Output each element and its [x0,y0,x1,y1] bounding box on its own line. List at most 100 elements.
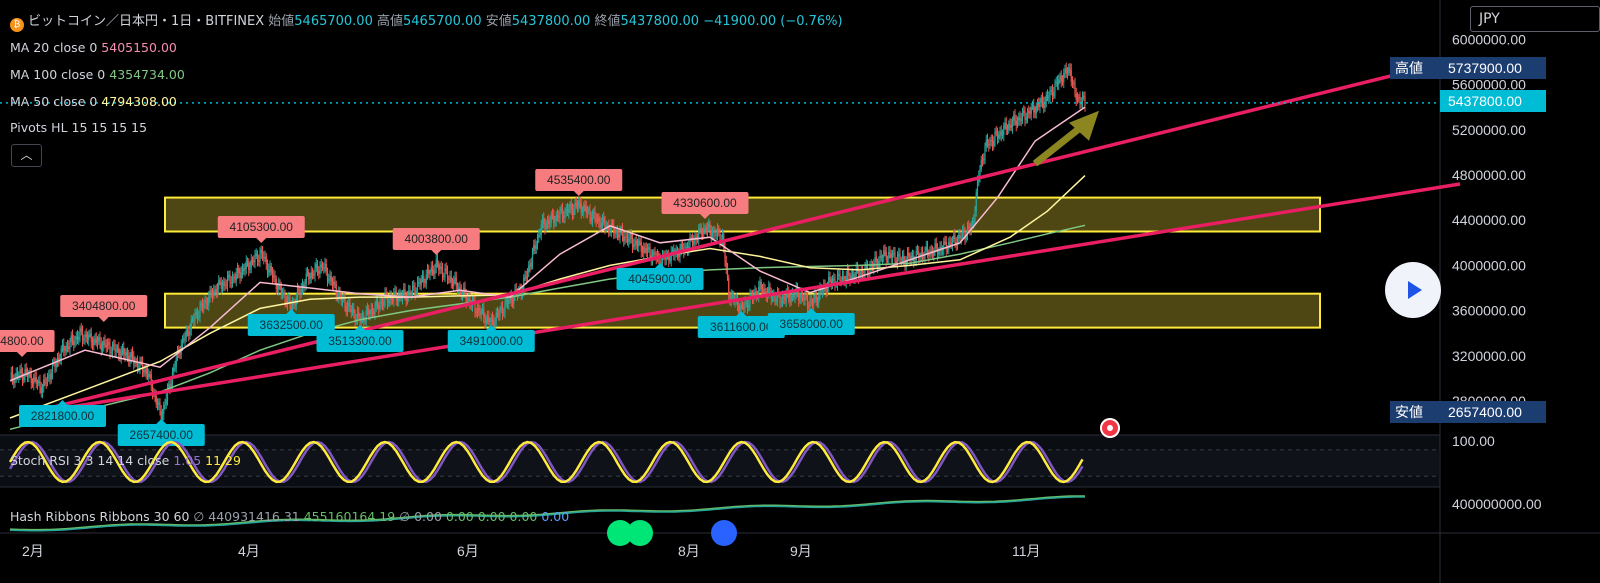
candle-body [830,279,832,284]
candle-body [748,304,750,308]
candle-body [968,226,970,229]
pivot-label-box [767,313,855,335]
candle-body [245,261,247,269]
candle-body [329,275,331,280]
candle-body [825,286,827,292]
price-tag-label-box [1390,401,1440,423]
candle-body [665,255,667,260]
candle-body [215,289,217,294]
candle-body [31,382,34,385]
candle-body [341,299,344,302]
candle-body [45,382,47,384]
candle-body [849,275,851,280]
candle-body [490,317,492,322]
candle-body [88,334,90,341]
candle-body [148,373,150,378]
candle-body [14,376,16,384]
candle-body [205,300,207,304]
y-tick-label: 4400000.00 [1452,212,1526,228]
pivots-legend[interactable]: Pivots HL 15 15 15 15 [10,120,147,135]
candle-body [448,278,450,280]
candle-body [716,229,719,235]
pivot-label-text: 4045900.00 [628,272,692,286]
candle-body [668,254,670,261]
candle-body [489,321,491,323]
candle-body [1025,117,1027,121]
candle-body [974,210,976,221]
candle-body [320,264,322,268]
candle-body [319,267,321,274]
candle-body [998,134,1000,139]
candle-body [309,278,311,280]
candle-body [473,299,475,302]
candle-body [1084,97,1086,106]
candle-body [479,310,481,315]
candle-body [883,250,885,258]
candle-body [838,274,840,276]
candle-body [349,302,351,310]
candle-body [289,297,291,306]
candle-body [568,209,570,213]
record-icon[interactable] [1100,418,1120,438]
candle-body [444,268,446,276]
candle-body [124,354,126,356]
candle-body [398,295,400,302]
play-replay-button[interactable] [1385,262,1441,318]
candle-body [960,236,962,239]
pivot-label: 4330600.00 [661,192,749,219]
candle-body [579,201,581,204]
candle-body [584,205,586,207]
ma100-legend[interactable]: MA 100 close 0 4354734.00 [10,67,185,82]
x-tick-label: 4月 [238,543,260,559]
candle-body [1031,104,1034,108]
candle-body [949,242,951,244]
currency-selector[interactable]: JPY [1470,6,1600,32]
candle-body [390,296,392,300]
candle-body [48,375,50,377]
candle-body [420,279,422,285]
candle-body [334,281,336,285]
ma50-legend[interactable]: MA 50 close 0 4794308.00 [10,94,177,109]
candle-body [98,337,100,342]
candle-body [175,357,177,367]
candle-body [344,297,346,306]
candle-body [230,282,232,284]
candle-body [410,293,412,295]
hash-legend[interactable]: Hash Ribbons Ribbons 30 60 ∅ 440931416.3… [10,509,569,524]
candle-body [125,352,127,356]
candle-body [429,272,431,274]
pivot-label-pointer [431,250,442,255]
candle-body [558,216,560,218]
candle-body [538,234,540,237]
candle-body [24,369,26,377]
collapse-legend-button[interactable]: ︿ [11,144,42,167]
candle-body [721,234,724,241]
candle-body [181,338,184,346]
candle-body [318,270,320,274]
candle-body [496,312,499,314]
pivot-label-box [697,316,785,338]
candle-body [86,337,89,341]
stoch-legend[interactable]: Stoch RSI 3 3 14 14 close 1.05 11.29 [10,453,241,468]
ma20-legend[interactable]: MA 20 close 0 5405150.00 [10,40,177,55]
candle-body [648,247,650,250]
pivot-label-box [60,295,148,317]
pivot-label-text: 4535400.00 [547,173,611,187]
candle-body [861,270,864,274]
candle-body [709,223,711,231]
candle-body [366,308,369,312]
candle-body [611,223,614,225]
candle-body [888,251,890,259]
candle-body [860,270,862,276]
candle-body [293,302,295,304]
candle-body [994,131,996,141]
candle-body [1051,90,1054,97]
candle-body [475,311,477,313]
candle-body [526,271,529,279]
candle-body [1023,110,1025,113]
candle-body [565,208,567,211]
candle-body [539,234,541,236]
candle-body [159,402,161,412]
symbol-title[interactable]: ビットコイン／日本円・1日・BITFINEX [28,14,265,29]
